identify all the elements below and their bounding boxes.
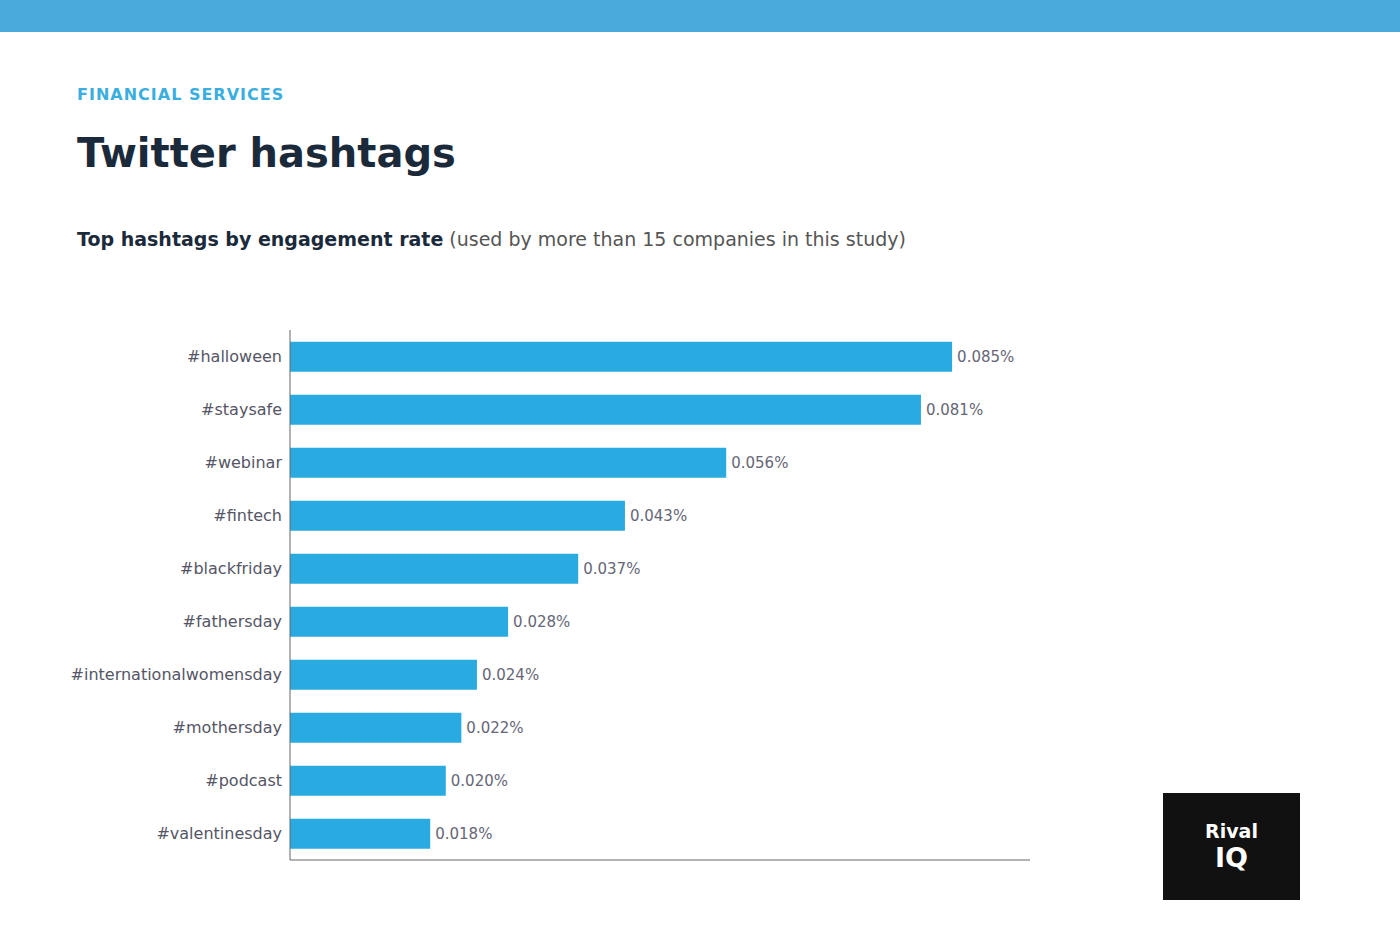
svg-text:#blackfriday: #blackfriday (180, 559, 282, 578)
svg-text:0.043%: 0.043% (630, 507, 687, 525)
svg-text:0.056%: 0.056% (731, 454, 788, 472)
svg-text:0.037%: 0.037% (583, 560, 640, 578)
svg-text:#fintech: #fintech (213, 506, 282, 525)
svg-text:0.028%: 0.028% (513, 613, 570, 631)
svg-text:0.081%: 0.081% (926, 401, 983, 419)
svg-text:#podcast: #podcast (205, 771, 282, 790)
svg-text:0.085%: 0.085% (957, 348, 1014, 366)
svg-text:0.018%: 0.018% (435, 825, 492, 843)
svg-text:#halloween: #halloween (187, 347, 282, 366)
svg-text:#webinar: #webinar (205, 453, 283, 472)
svg-text:0.020%: 0.020% (451, 772, 508, 790)
svg-text:#internationalwomensday: #internationalwomensday (71, 665, 282, 684)
svg-text:0.024%: 0.024% (482, 666, 539, 684)
html-text:Twitter hashtags: Twitter hashtags (77, 130, 456, 176)
svg-text:0.022%: 0.022% (466, 719, 523, 737)
svg-text:#valentinesday: #valentinesday (156, 824, 282, 843)
svg-text:#staysafe: #staysafe (201, 400, 282, 419)
svg-text:#fathersday: #fathersday (183, 612, 282, 631)
html-text:IQ: IQ (1215, 842, 1248, 873)
html-text:Top hashtags by engagement rat: Top hashtags by engagement rate (used by… (77, 228, 906, 250)
html-text:FINANCIAL SERVICES: FINANCIAL SERVICES (77, 85, 285, 104)
html-text:Rival: Rival (1205, 820, 1258, 842)
svg-text:#mothersday: #mothersday (173, 718, 282, 737)
